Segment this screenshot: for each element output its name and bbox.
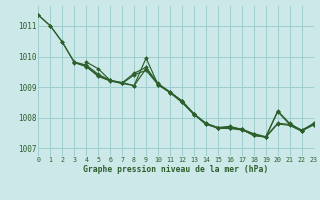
X-axis label: Graphe pression niveau de la mer (hPa): Graphe pression niveau de la mer (hPa) [84, 165, 268, 174]
